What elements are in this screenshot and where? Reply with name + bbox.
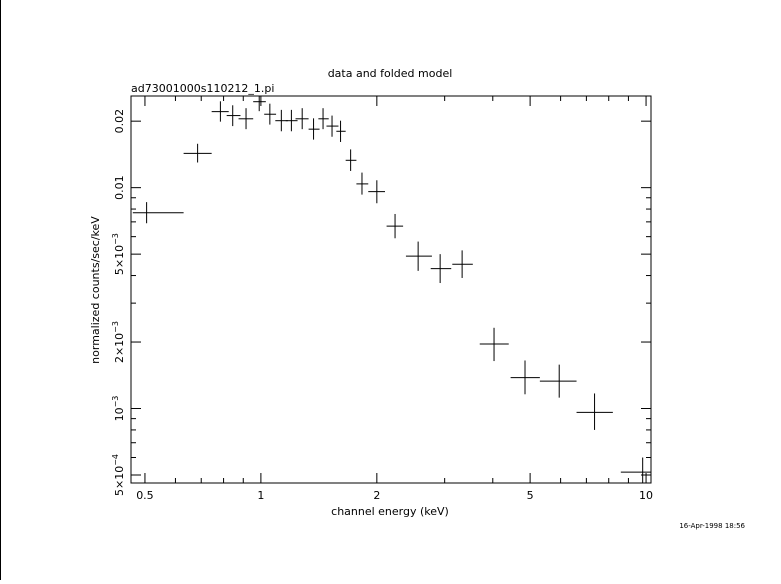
data-point	[386, 213, 404, 239]
data-point	[430, 254, 452, 284]
data-point	[405, 241, 432, 271]
x-tick-label: 2	[373, 489, 380, 502]
data-point	[368, 180, 385, 204]
y-tick-label: 5×10−3	[111, 233, 126, 275]
data-point	[308, 118, 320, 140]
chart-title: data and folded model	[328, 67, 453, 80]
data-point	[620, 457, 651, 483]
chart-subtitle: ad73001000s110212_1.pi	[131, 82, 274, 95]
y-tick-label: 2×10−3	[111, 321, 126, 363]
x-tick-label: 0.5	[136, 489, 154, 502]
data-point	[226, 105, 241, 127]
y-tick-label: 5×10−4	[111, 454, 126, 496]
data-point	[539, 364, 577, 398]
y-tick-label: 0.02	[113, 109, 126, 133]
data-point	[264, 103, 277, 125]
data-point	[510, 360, 540, 395]
data-point	[318, 108, 329, 130]
data-point	[295, 108, 309, 130]
page-border	[0, 0, 1, 580]
y-tick-label: 10−3	[111, 396, 126, 422]
x-tick-label: 10	[639, 489, 653, 502]
data-point	[452, 250, 473, 278]
data-point	[183, 143, 212, 163]
data-point	[326, 115, 339, 137]
y-axis-label: normalized counts/sec/keV	[89, 216, 102, 364]
data-point	[356, 172, 369, 195]
timestamp: 16-Apr-1998 18:56	[679, 522, 745, 530]
data-point	[336, 120, 346, 142]
plot-frame	[130, 95, 652, 484]
data-point	[479, 327, 509, 362]
x-tick-label: 5	[527, 489, 534, 502]
x-axis-label: channel energy (keV)	[331, 505, 449, 518]
y-tick-label: 0.01	[113, 175, 126, 200]
data-point	[211, 101, 229, 122]
data-point	[238, 108, 254, 130]
data-point	[345, 149, 357, 171]
data-point	[253, 96, 266, 112]
data-point	[132, 202, 184, 224]
tick-layer: 0.5 1 2 5 10 5×10−4 10−3 2×10−3 5×10−3 0.01 0.02	[111, 96, 653, 502]
data-point	[576, 393, 613, 430]
x-tick-label: 1	[257, 489, 264, 502]
data-layer	[132, 96, 651, 483]
data-point	[285, 109, 298, 132]
